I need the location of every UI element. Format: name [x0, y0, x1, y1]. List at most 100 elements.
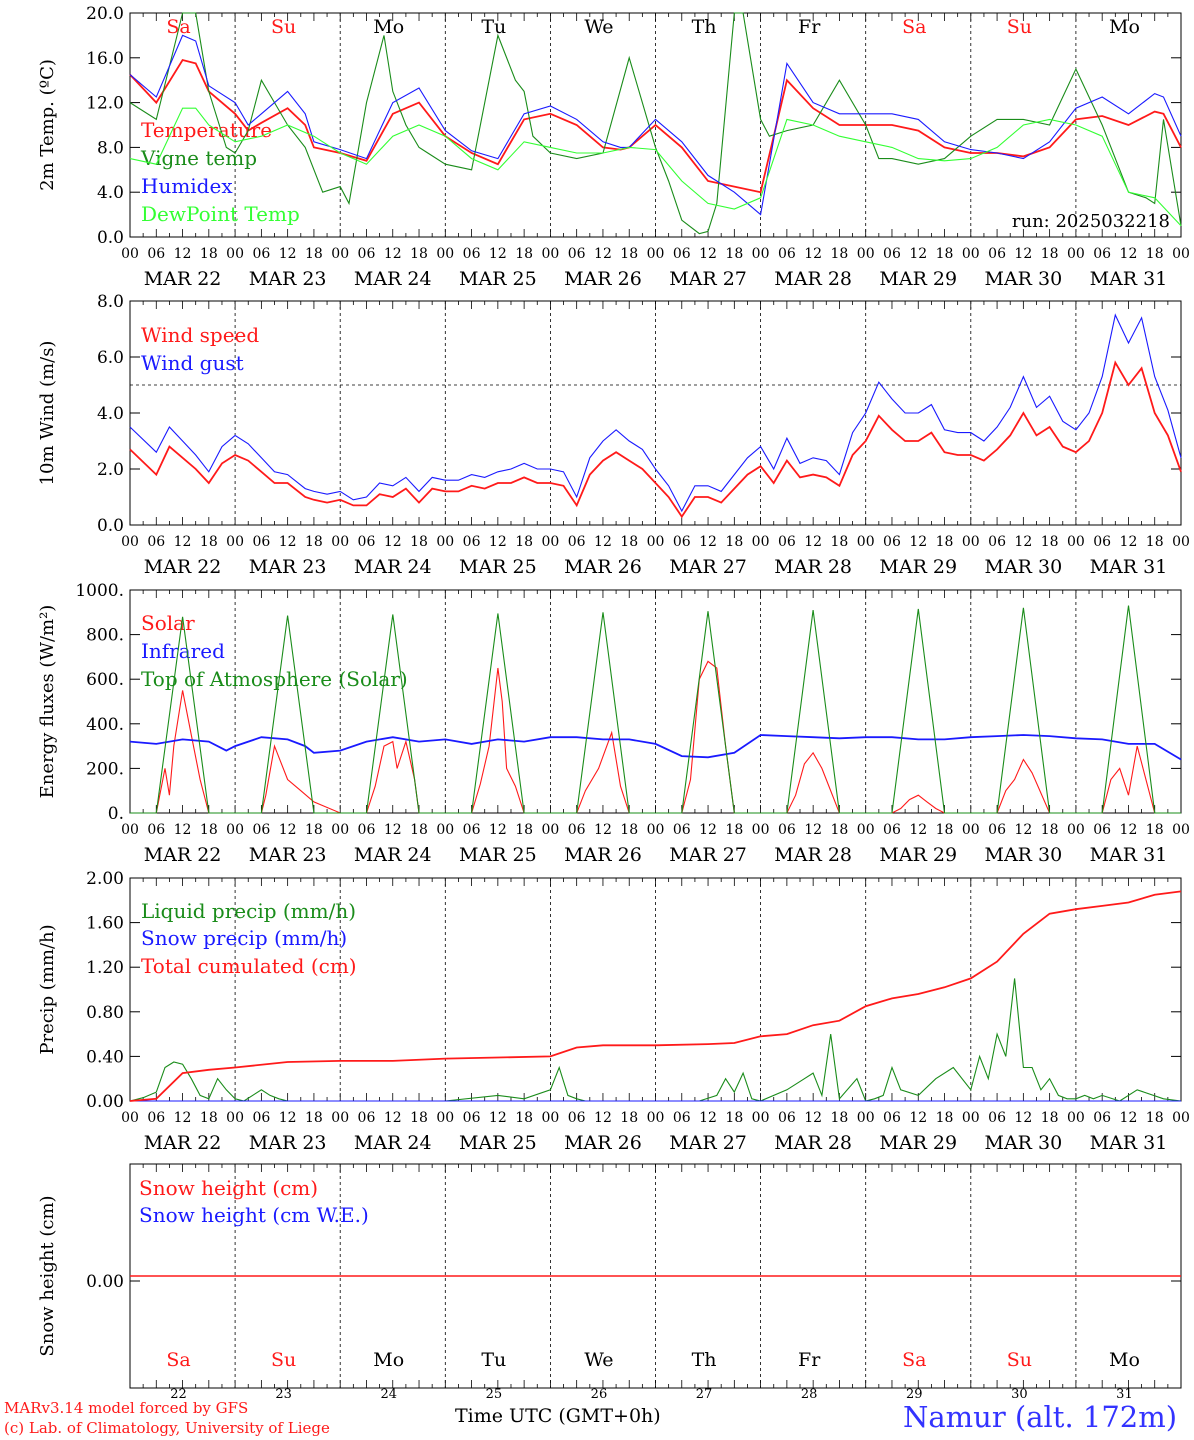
hour-tick-label: 00 — [962, 246, 980, 262]
hour-tick-label: 00 — [1172, 822, 1190, 838]
date-label: MAR 22 — [144, 556, 222, 578]
hour-tick-label: 00 — [331, 1110, 349, 1126]
copyright: (c) Lab. of Climatology, University of L… — [4, 1419, 330, 1437]
hour-tick-label: 06 — [358, 246, 376, 262]
hour-tick-label: 06 — [358, 822, 376, 838]
weekday-label-top: Sa — [902, 16, 926, 38]
y-tick-label: 4.0 — [97, 404, 124, 424]
hour-tick-label: 00 — [331, 246, 349, 262]
date-label: MAR 22 — [144, 844, 222, 866]
hour-tick-label: 12 — [804, 534, 822, 550]
day-number-label: 31 — [1116, 1387, 1133, 1402]
weekday-label-top: Th — [692, 16, 717, 38]
day-number-label: 29 — [906, 1387, 923, 1402]
hour-tick-label: 06 — [778, 822, 796, 838]
panel-3: 0. 200. 400. 600. 800. 1000. Energy fluxes (W/… — [37, 581, 1190, 866]
date-label: MAR 28 — [774, 1132, 852, 1154]
hour-tick-label: 18 — [200, 534, 218, 550]
hour-tick-label: 00 — [857, 246, 875, 262]
weekday-label-bottom: Mo — [1109, 1349, 1140, 1371]
legend-entry: Snow height (cm) — [139, 1176, 318, 1200]
date-label: MAR 30 — [984, 1132, 1062, 1154]
hour-tick-label: 12 — [384, 246, 402, 262]
hour-tick-label: 00 — [436, 246, 454, 262]
hour-tick-label: 18 — [1146, 246, 1164, 262]
hour-tick-label: 12 — [594, 822, 612, 838]
hour-tick-label: 12 — [279, 246, 297, 262]
hour-tick-label: 00 — [647, 246, 665, 262]
date-label: MAR 23 — [249, 1132, 327, 1154]
hour-tick-label: 12 — [594, 534, 612, 550]
date-label: MAR 28 — [774, 556, 852, 578]
hour-tick-label: 18 — [305, 822, 323, 838]
hour-tick-label: 18 — [620, 822, 638, 838]
hour-tick-label: 00 — [121, 822, 139, 838]
legend-entry: DewPoint Temp — [141, 202, 300, 226]
y-tick-label: 0.00 — [86, 1092, 124, 1112]
date-label: MAR 27 — [669, 268, 747, 290]
series-line-green — [129, 12, 1182, 235]
hour-tick-label: 18 — [831, 1110, 849, 1126]
hour-tick-label: 06 — [673, 822, 691, 838]
hour-tick-label: 06 — [463, 1110, 481, 1126]
hour-tick-label: 06 — [988, 822, 1006, 838]
hour-tick-label: 00 — [752, 246, 770, 262]
hour-tick-label: 18 — [725, 1110, 743, 1126]
weekday-label-top: Sa — [166, 16, 190, 38]
hour-tick-label: 18 — [1041, 534, 1059, 550]
hour-tick-label: 12 — [1014, 534, 1032, 550]
hour-tick-label: 12 — [489, 822, 507, 838]
day-number-label: 23 — [275, 1387, 292, 1402]
y-tick-label: 0.0 — [97, 228, 124, 248]
weekday-label-top: Mo — [373, 16, 404, 38]
hour-tick-label: 18 — [1041, 1110, 1059, 1126]
legend-entry: Liquid precip (mm/h) — [141, 899, 356, 923]
date-label: MAR 31 — [1090, 556, 1168, 578]
hour-tick-label: 18 — [305, 1110, 323, 1126]
hour-tick-label: 00 — [541, 534, 559, 550]
hour-tick-label: 06 — [1093, 534, 1111, 550]
hour-tick-label: 18 — [305, 246, 323, 262]
hour-tick-label: 18 — [936, 1110, 954, 1126]
hour-tick-label: 00 — [962, 1110, 980, 1126]
y-tick-label: 12.0 — [86, 94, 124, 114]
date-label: MAR 29 — [879, 1132, 957, 1154]
hour-tick-label: 00 — [436, 1110, 454, 1126]
hour-tick-label: 06 — [883, 534, 901, 550]
hour-tick-label: 06 — [463, 246, 481, 262]
panel-5: 0.00 Snow height (cm) Snow height (cm) Snow… — [37, 1163, 1182, 1389]
y-tick-label: 6.0 — [97, 348, 124, 368]
hour-tick-label: 18 — [515, 246, 533, 262]
hour-tick-label: 12 — [174, 822, 192, 838]
hour-tick-label: 12 — [279, 534, 297, 550]
weekday-label-top: Tu — [481, 16, 506, 38]
y-tick-label: 200. — [86, 759, 124, 779]
hour-tick-label: 12 — [279, 822, 297, 838]
date-label: MAR 29 — [879, 556, 957, 578]
hour-tick-label: 12 — [1120, 822, 1138, 838]
day-number-label: 25 — [486, 1387, 503, 1402]
date-label: MAR 27 — [669, 844, 747, 866]
weekday-label-bottom: Sa — [166, 1349, 190, 1371]
hour-tick-label: 00 — [1172, 534, 1190, 550]
hour-tick-label: 12 — [699, 822, 717, 838]
hour-tick-label: 06 — [883, 246, 901, 262]
hour-tick-label: 18 — [831, 534, 849, 550]
date-label: MAR 23 — [249, 268, 327, 290]
date-label: MAR 24 — [354, 556, 432, 578]
date-label: MAR 27 — [669, 556, 747, 578]
hour-tick-label: 00 — [121, 246, 139, 262]
y-tick-label: 600. — [86, 670, 124, 690]
hour-tick-label: 00 — [962, 534, 980, 550]
hour-tick-label: 00 — [541, 246, 559, 262]
legend-entry: Humidex — [141, 174, 233, 198]
hour-tick-label: 18 — [515, 1110, 533, 1126]
hour-tick-label: 12 — [909, 822, 927, 838]
y-tick-label: 1.60 — [86, 914, 124, 934]
hour-tick-label: 00 — [647, 822, 665, 838]
model-credit: MARv3.14 model forced by GFS — [4, 1399, 249, 1417]
day-number-label: 27 — [696, 1387, 713, 1402]
y-tick-label: 8.0 — [97, 138, 124, 158]
hour-tick-label: 18 — [620, 534, 638, 550]
